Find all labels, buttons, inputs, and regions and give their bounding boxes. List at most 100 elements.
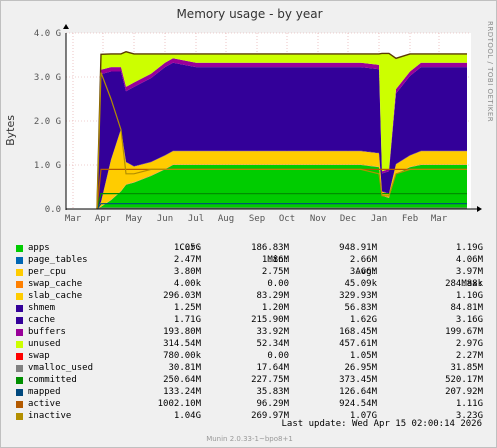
legend-min: 83.29M [256, 291, 289, 301]
legend-row-vmalloc-used: vmalloc_used 30.81M 17.64M 26.95M 31.85M [13, 362, 493, 374]
header-min: Min: [267, 255, 289, 265]
legend-row-shmem: shmem 1.25M 1.20M 56.83M 84.81M [13, 302, 493, 314]
legend-row-per-cpu: per_cpu 3.80M 2.75M 3.66M 3.97M [13, 266, 493, 278]
legend-avg: 948.91M [339, 243, 377, 253]
legend-cur: 1.04G [173, 411, 201, 421]
legend-swatch [16, 401, 23, 408]
legend-swatch [16, 269, 23, 276]
legend-rows: apps 1.05G 186.83M 948.91M 1.19G page_tables 2… [13, 242, 493, 422]
legend-max: 1.11G [455, 399, 483, 409]
x-tick-label: Jan [371, 214, 387, 224]
legend-avg: 457.61M [339, 339, 377, 349]
legend-swatch [16, 377, 23, 384]
legend-series-name: page_tables [28, 255, 88, 265]
total-line [96, 50, 467, 210]
plot-area: 0.0 1.0 G 2.0 G 3.0 G 4.0 G Mar Apr May Jun Jul Au… [34, 24, 482, 224]
legend-min: 33.92M [256, 327, 289, 337]
legend-min: 96.29M [256, 399, 289, 409]
area-apps [97, 165, 467, 209]
legend-swatch [16, 413, 23, 420]
legend-max: 4.06M [455, 255, 483, 265]
line-vmalloc-used [96, 207, 467, 210]
legend-row-page-tables: page_tables 2.47M 1.86M 2.66M 4.06M [13, 254, 493, 266]
legend-series-name: unused [28, 339, 61, 349]
legend-avg: 1.62G [349, 315, 377, 325]
x-tick-label: Dec [340, 214, 356, 224]
x-tick-label: Sep [249, 214, 265, 224]
legend-header: Cur: Min: Avg: Max: [13, 230, 493, 289]
legend-min: 227.75M [251, 375, 289, 385]
legend-row-swap-cache: swap_cache 4.00k 0.00 45.09k 284.88k [13, 278, 493, 290]
x-tick-label: Apr [95, 214, 112, 224]
legend-series-name: apps [28, 243, 50, 253]
legend-series-name: mapped [28, 387, 61, 397]
legend-cur: 296.03M [163, 291, 201, 301]
legend-series-name: active [28, 399, 61, 409]
y-tick-label: 1.0 G [34, 161, 61, 171]
x-tick-label: Nov [310, 214, 326, 224]
header-avg: Avg: [355, 267, 377, 277]
legend-max: 3.23G [455, 411, 483, 421]
legend-swatch [16, 329, 23, 336]
y-tick-label: 3.0 G [34, 73, 61, 83]
legend-row-cache: cache 1.71G 215.90M 1.62G 3.16G [13, 314, 493, 326]
line-inactive [96, 72, 467, 210]
chart-title: Memory usage - by year [176, 7, 323, 21]
legend-swatch [16, 317, 23, 324]
legend-series-name: cache [28, 315, 56, 325]
line-mapped [96, 203, 467, 210]
legend-max: 3.97M [455, 267, 483, 277]
legend-cur: 1.25M [173, 303, 201, 313]
x-axis-arrow [477, 206, 482, 212]
legend-avg: 924.54M [339, 399, 377, 409]
legend-max: 2.97G [455, 339, 483, 349]
legend-cur: 193.80M [163, 327, 201, 337]
legend-cur: 133.24M [163, 387, 201, 397]
legend-max: 1.19G [455, 243, 483, 253]
legend-swatch [16, 293, 23, 300]
legend-cur: 30.81M [168, 363, 201, 373]
legend-cur: 314.54M [163, 339, 201, 349]
y-tick-label: 4.0 G [34, 29, 61, 39]
legend-swatch [16, 341, 23, 348]
legend-avg: 3.66M [349, 267, 377, 277]
legend-max: 84.81M [450, 303, 483, 313]
legend-min: 52.34M [256, 339, 289, 349]
legend-swatch [16, 353, 23, 360]
legend-min: 17.64M [256, 363, 289, 373]
legend-min: 186.83M [251, 243, 289, 253]
legend-max: 2.27M [455, 351, 483, 361]
legend-row-committed: committed 250.64M 227.75M 373.45M 520.17M [13, 374, 493, 386]
legend-swatch [16, 281, 23, 288]
legend-series-name: slab_cache [28, 291, 83, 301]
legend-max: 207.92M [445, 387, 483, 397]
footer-version: Munin 2.0.33-1~bpo8+1 [206, 435, 293, 443]
legend-swatch [16, 365, 23, 372]
legend-min: 269.97M [251, 411, 289, 421]
legend-avg: 26.95M [344, 363, 377, 373]
legend-min: 1.86M [261, 255, 289, 265]
legend-avg: 56.83M [344, 303, 377, 313]
legend-cur: 2.47M [173, 255, 201, 265]
legend-swatch [16, 305, 23, 312]
legend-swatch [16, 257, 23, 264]
legend-series-name: swap_cache [28, 279, 83, 289]
legend-avg: 1.05M [349, 351, 377, 361]
legend-avg: 126.64M [339, 387, 377, 397]
legend-min: 35.83M [256, 387, 289, 397]
legend-cur: 1.05G [173, 243, 201, 253]
legend-avg: 45.09k [344, 279, 377, 289]
rrdtool-credit: RRDTOOL / TOBI OETIKER [486, 21, 494, 123]
legend-avg: 2.66M [349, 255, 377, 265]
legend-swatch [16, 389, 23, 396]
x-tick-label: May [126, 214, 143, 224]
legend-max: 199.67M [445, 327, 483, 337]
legend-min: 0.00 [267, 279, 289, 289]
legend-min: 0.00 [267, 351, 289, 361]
legend-row-active: active 1002.10M 96.29M 924.54M 1.11G [13, 398, 493, 410]
legend-series-name: shmem [28, 303, 56, 313]
x-tick-label: Aug [218, 214, 234, 224]
legend-series-name: swap [28, 351, 50, 361]
legend-cur: 1002.10M [157, 399, 201, 409]
legend-min: 1.20M [261, 303, 289, 313]
